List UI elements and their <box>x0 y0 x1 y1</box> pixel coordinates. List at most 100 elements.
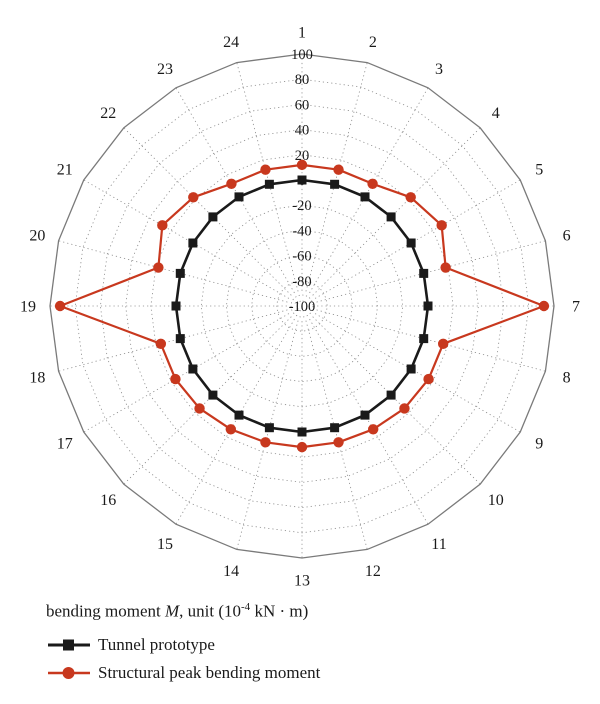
data-point <box>260 437 271 448</box>
data-point <box>423 373 434 385</box>
radial-tick-label: -100 <box>289 299 316 315</box>
grid-ring-center <box>290 294 314 318</box>
spoke-label: 15 <box>157 536 173 553</box>
data-point <box>297 427 307 437</box>
spoke-label: 16 <box>100 492 116 509</box>
grid-spoke <box>314 179 521 299</box>
radial-tick-label: -80 <box>292 274 311 290</box>
spoke-label: 4 <box>492 105 500 122</box>
data-point <box>406 364 416 374</box>
legend-title: bending moment M, unit (10-4 kN · m) <box>46 601 309 621</box>
data-point <box>155 338 167 350</box>
data-point <box>296 441 308 453</box>
data-point <box>367 424 379 435</box>
data-point <box>419 334 429 344</box>
data-point <box>225 424 237 435</box>
grid-spoke <box>309 318 429 525</box>
data-point <box>226 178 237 189</box>
grid-ring-center <box>296 300 308 312</box>
spoke-label: 6 <box>563 228 571 245</box>
data-series <box>54 159 550 453</box>
legend: bending moment M, unit (10-4 kN · m) Tun… <box>46 596 566 687</box>
data-point <box>234 410 244 420</box>
grid-spoke <box>175 87 295 294</box>
data-point <box>54 300 66 312</box>
radial-tick-label: -20 <box>292 198 311 214</box>
spoke-label: 5 <box>535 162 543 179</box>
data-point <box>153 262 164 273</box>
data-point <box>333 164 344 175</box>
data-point <box>367 178 378 189</box>
grid-spoke <box>123 127 292 296</box>
spoke-label: 20 <box>29 228 45 245</box>
data-point <box>419 268 429 278</box>
grid-spoke <box>123 316 292 485</box>
data-point <box>175 268 185 278</box>
data-point <box>188 238 198 248</box>
grid-spoke <box>305 62 368 292</box>
spoke-label: 18 <box>29 369 45 386</box>
circle-marker-icon <box>48 666 90 679</box>
legend-label-structural-peak: Structural peak bending moment <box>98 662 321 682</box>
data-point <box>171 301 181 311</box>
data-point <box>208 390 218 400</box>
legend-label-tunnel-prototype: Tunnel prototype <box>98 634 215 654</box>
grid-spoke <box>83 179 290 299</box>
spoke-label: 12 <box>365 563 381 580</box>
data-point <box>194 403 205 414</box>
spoke-label: 24 <box>223 34 239 51</box>
spoke-label: 2 <box>369 34 377 51</box>
data-point <box>333 437 344 448</box>
spoke-label: 10 <box>488 492 504 509</box>
data-point <box>170 373 181 385</box>
data-point <box>157 220 168 231</box>
radial-tick-label: 40 <box>295 123 310 139</box>
data-point <box>234 192 244 202</box>
data-point <box>260 164 271 175</box>
grid-ring <box>74 78 530 534</box>
spoke-label: 22 <box>100 105 116 122</box>
data-point <box>399 403 410 414</box>
spoke-label: 19 <box>20 299 36 316</box>
radar-grid <box>49 53 555 559</box>
grid-spoke <box>175 318 295 525</box>
grid-spoke <box>314 313 521 433</box>
radial-tick-labels: 100806040200-20-40-60-80-100 <box>289 47 316 315</box>
data-point <box>386 212 396 222</box>
grid-spoke <box>83 313 290 433</box>
grid-ring <box>276 280 328 332</box>
spoke-label: 1 <box>298 25 306 42</box>
spoke-label: 3 <box>435 61 443 78</box>
radial-tick-label: -60 <box>292 249 311 265</box>
data-point <box>440 262 451 273</box>
data-point <box>386 390 396 400</box>
grid-spoke <box>316 240 546 303</box>
radial-tick-label: 20 <box>295 148 310 164</box>
grid-ring <box>125 129 479 483</box>
data-point <box>296 159 308 171</box>
spoke-label: 14 <box>223 563 239 580</box>
data-point <box>330 179 340 189</box>
data-point <box>330 423 340 433</box>
data-point <box>297 175 307 185</box>
grid-spoke <box>305 320 368 550</box>
spoke-label: 23 <box>157 61 173 78</box>
radial-tick-label: -40 <box>292 223 311 239</box>
grid-spoke <box>312 316 481 485</box>
data-point <box>188 192 199 203</box>
data-point <box>423 301 433 311</box>
data-point <box>437 338 449 350</box>
grid-spoke <box>312 127 481 296</box>
radial-tick-label: 80 <box>295 72 310 88</box>
data-point <box>406 238 416 248</box>
grid-spoke <box>309 87 429 294</box>
data-point <box>436 220 447 231</box>
data-point <box>360 192 370 202</box>
spoke-label: 11 <box>431 536 446 553</box>
grid-spoke <box>316 309 546 372</box>
spoke-label: 7 <box>572 299 580 316</box>
grid-spoke <box>236 62 299 292</box>
data-point <box>405 192 416 203</box>
radial-tick-label: 100 <box>291 47 313 63</box>
